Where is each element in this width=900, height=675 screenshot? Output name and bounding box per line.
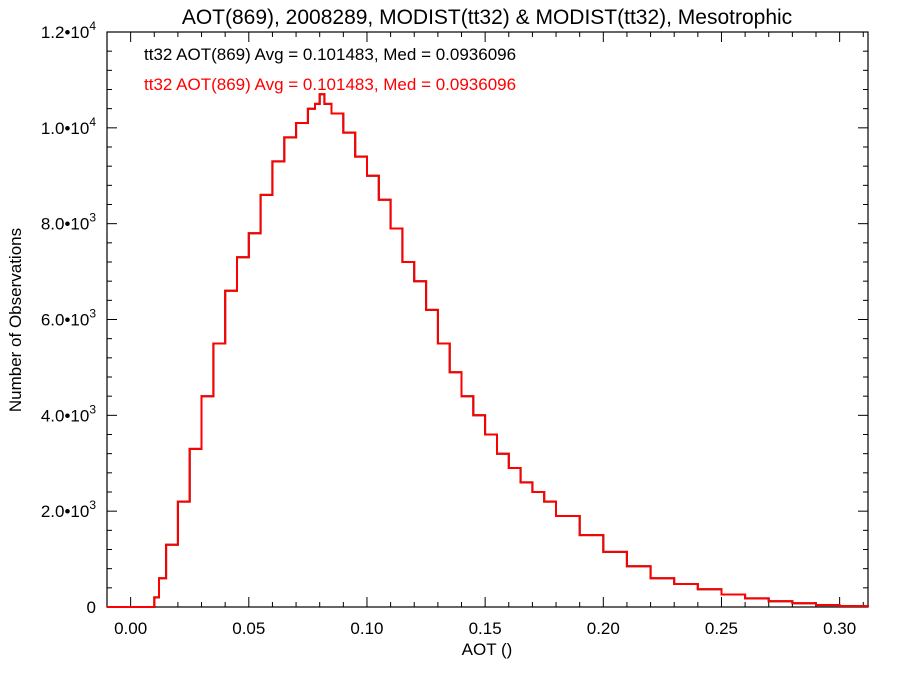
y-tick-label: 6.0•103 [41, 307, 97, 330]
x-tick-label: 0.00 [114, 619, 147, 638]
y-tick-label: 2.0•103 [41, 498, 97, 521]
y-tick-label: 4.0•103 [41, 402, 97, 425]
x-tick-label: 0.05 [232, 619, 265, 638]
y-tick-label: 0 [87, 598, 96, 617]
x-tick-label: 0.20 [587, 619, 620, 638]
y-tick-label: 1.0•104 [41, 115, 97, 138]
y-axis-label: Number of Observations [6, 228, 25, 412]
y-tick-label: 8.0•103 [41, 211, 97, 234]
stats-annotation-1: tt32 AOT(869) Avg = 0.101483, Med = 0.09… [144, 45, 516, 64]
x-tick-label: 0.10 [350, 619, 383, 638]
x-axis-label: AOT () [462, 640, 513, 659]
stats-annotation-2: tt32 AOT(869) Avg = 0.101483, Med = 0.09… [144, 75, 516, 94]
histogram-series-2 [107, 93, 869, 608]
chart-title: AOT(869), 2008289, MODIST(tt32) & MODIST… [182, 6, 792, 29]
x-tick-label: 0.15 [469, 619, 502, 638]
x-tick-label: 0.25 [705, 619, 738, 638]
plot-area: 0.00 0.05 0.10 0.15 0.20 0.25 0.30 0 2.0•103 4.0•… [41, 19, 869, 638]
histogram-series-1 [107, 93, 869, 608]
y-tick-label: 1.2•104 [41, 19, 97, 42]
x-tick-label: 0.30 [823, 619, 856, 638]
plot-frame [106, 31, 869, 608]
